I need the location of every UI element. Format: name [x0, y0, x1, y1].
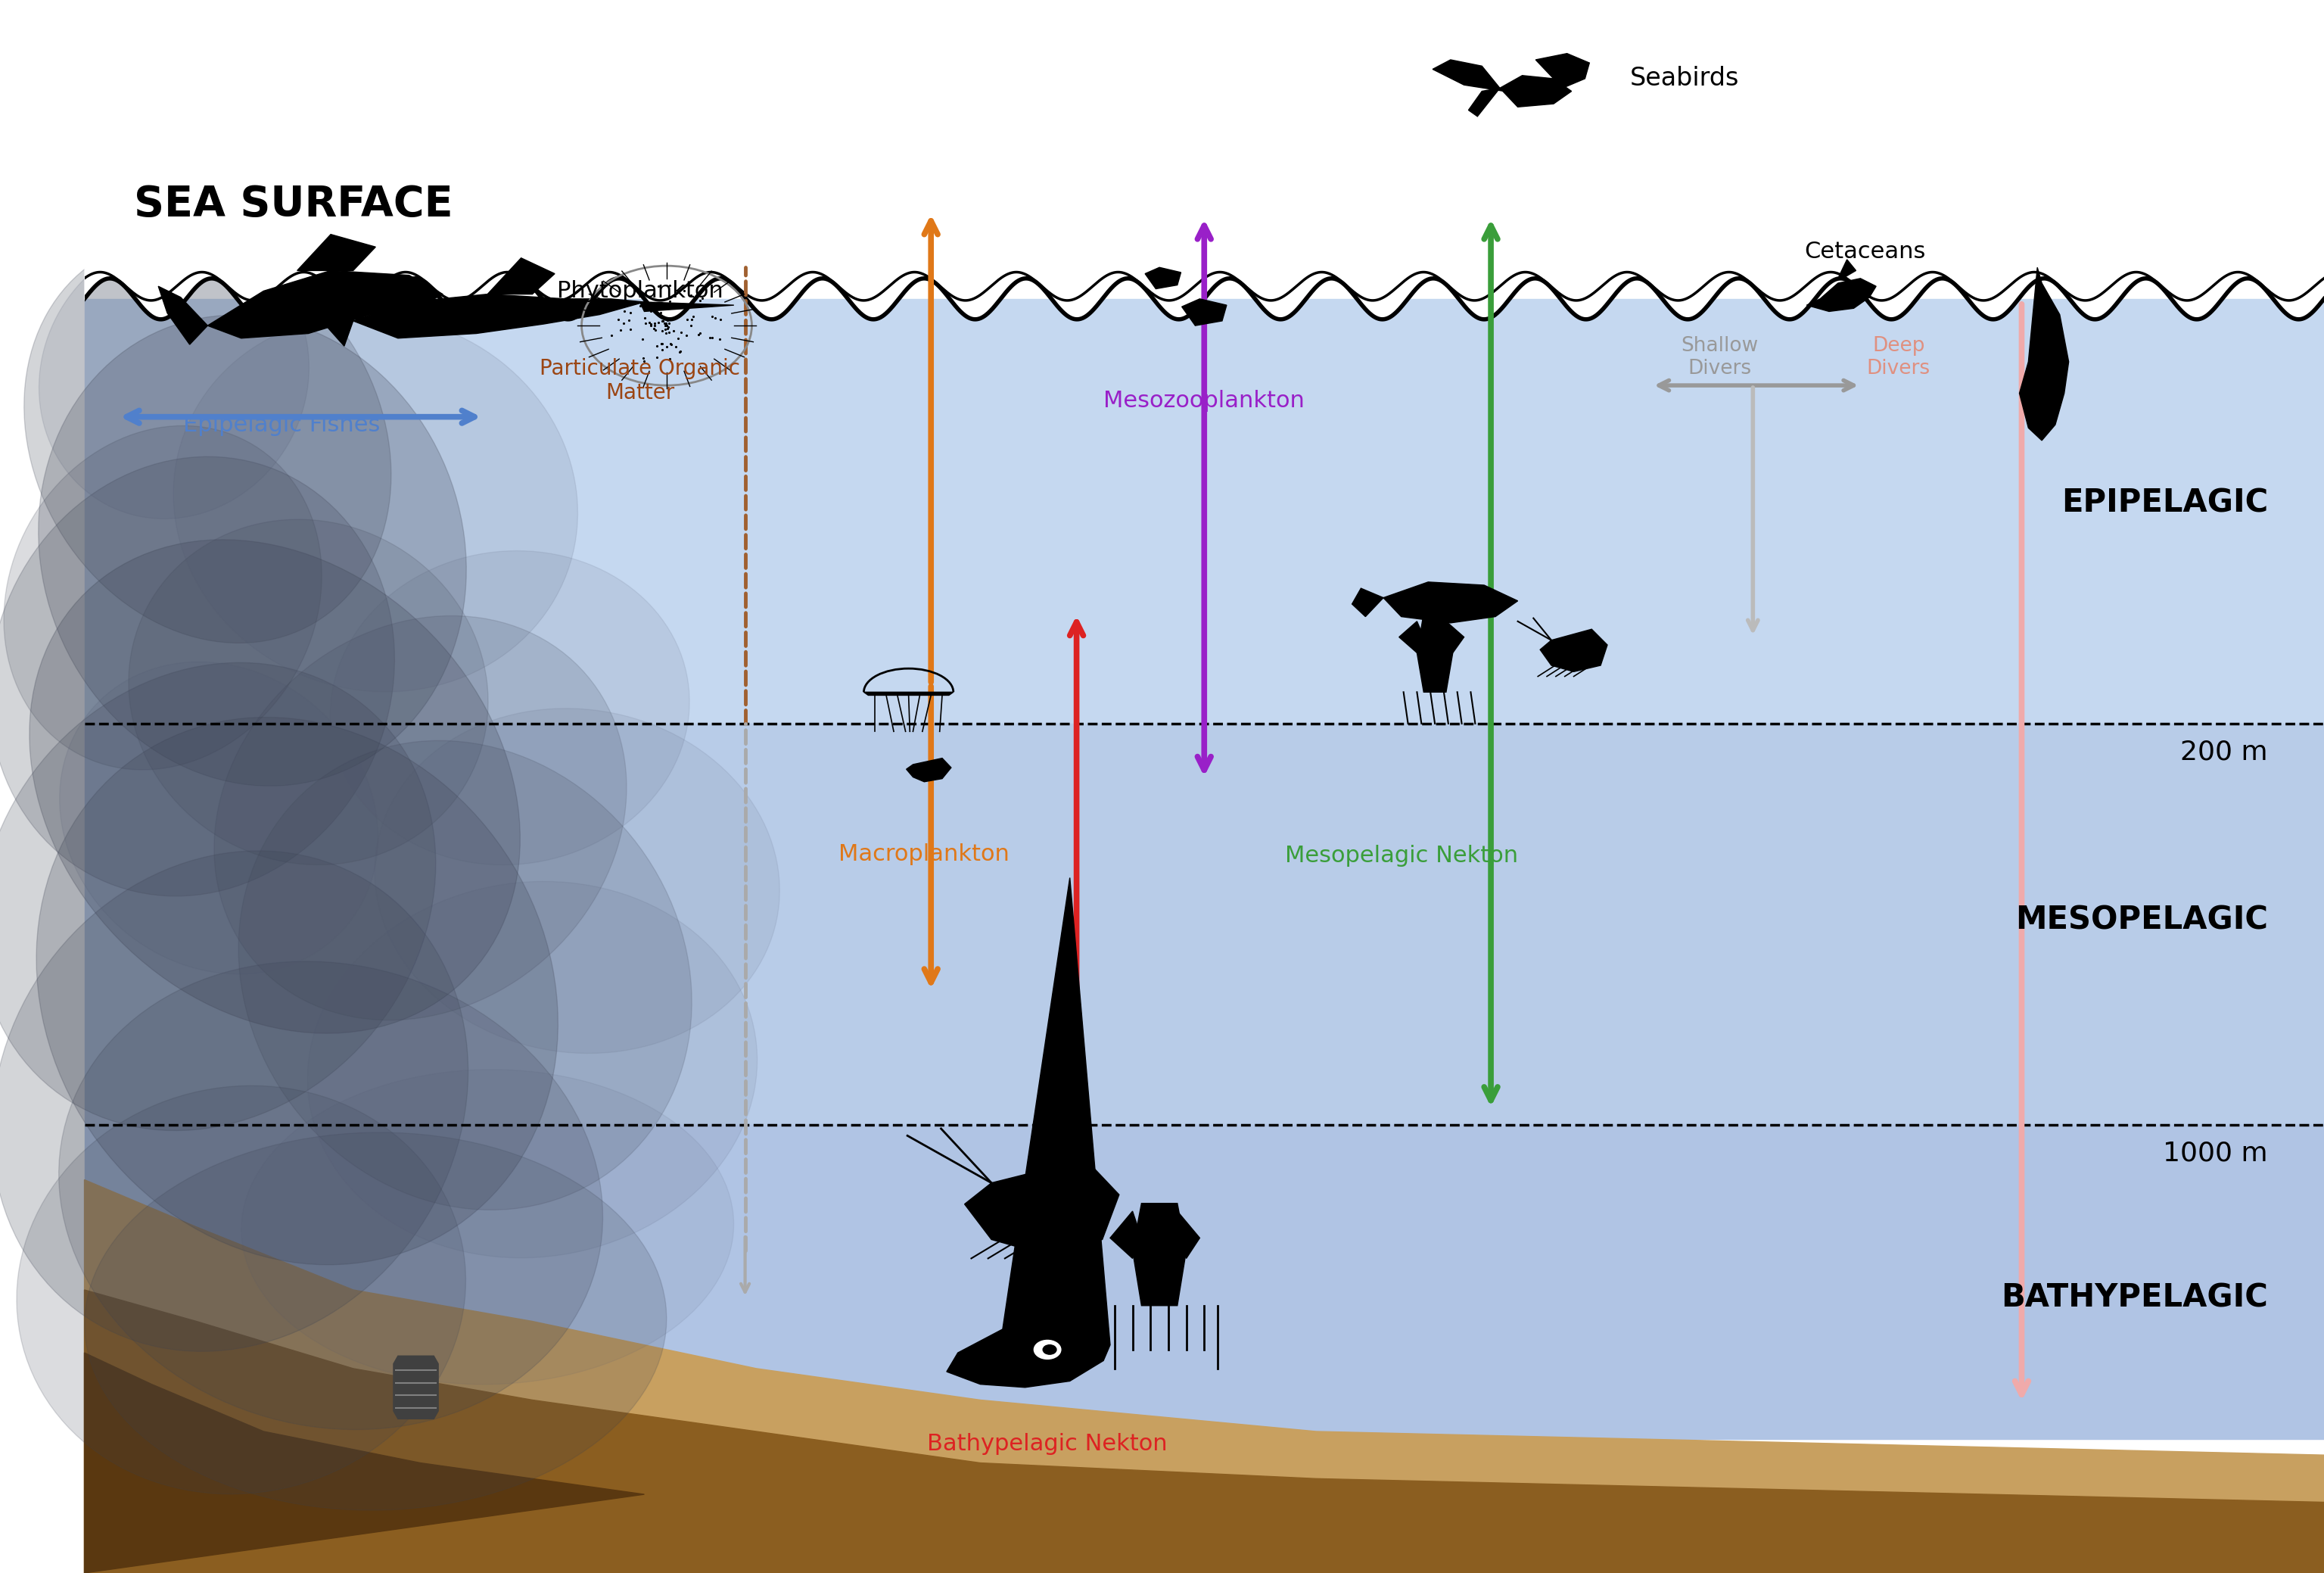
- Polygon shape: [1536, 53, 1590, 88]
- Ellipse shape: [307, 881, 758, 1258]
- Polygon shape: [2020, 267, 2068, 440]
- Text: Seabirds: Seabirds: [1629, 66, 1738, 91]
- Ellipse shape: [374, 708, 779, 1054]
- Polygon shape: [158, 286, 207, 344]
- Polygon shape: [1499, 76, 1571, 107]
- Text: Bathypelagic Nekton: Bathypelagic Nekton: [927, 1433, 1167, 1455]
- Ellipse shape: [0, 851, 467, 1351]
- Text: 200 m: 200 m: [2180, 739, 2268, 764]
- Polygon shape: [1446, 621, 1464, 653]
- Ellipse shape: [0, 662, 435, 1131]
- Polygon shape: [84, 1290, 2324, 1573]
- Ellipse shape: [0, 456, 395, 897]
- Bar: [84, 0, 2324, 299]
- Ellipse shape: [128, 519, 488, 865]
- Ellipse shape: [84, 1133, 667, 1510]
- Ellipse shape: [37, 717, 558, 1265]
- Text: Shallow
Divers: Shallow Divers: [1680, 337, 1757, 378]
- Polygon shape: [353, 294, 644, 338]
- Polygon shape: [946, 878, 1111, 1387]
- Text: EPIPELAGIC: EPIPELAGIC: [2061, 488, 2268, 519]
- Text: Mesozooplankton: Mesozooplankton: [1104, 390, 1304, 412]
- Ellipse shape: [16, 1085, 465, 1494]
- Ellipse shape: [330, 551, 690, 865]
- Ellipse shape: [214, 615, 627, 1021]
- Ellipse shape: [23, 238, 390, 643]
- Text: BATHYPELAGIC: BATHYPELAGIC: [2001, 1282, 2268, 1313]
- Polygon shape: [1432, 60, 1504, 91]
- Text: MESOPELAGIC: MESOPELAGIC: [2015, 904, 2268, 936]
- Bar: [84, 724, 2324, 1125]
- Polygon shape: [207, 271, 444, 338]
- Polygon shape: [1469, 88, 1499, 116]
- Text: Phytoplankton: Phytoplankton: [558, 280, 723, 302]
- Text: Deep
Divers: Deep Divers: [1866, 337, 1931, 378]
- Polygon shape: [1399, 621, 1425, 653]
- Text: Cetaceans: Cetaceans: [1803, 241, 1927, 263]
- Text: Epipelagic Fishes: Epipelagic Fishes: [184, 414, 381, 436]
- Ellipse shape: [40, 315, 467, 786]
- Polygon shape: [1541, 629, 1608, 672]
- Text: Particulate Organic
Matter: Particulate Organic Matter: [539, 357, 739, 404]
- Polygon shape: [1057, 1309, 1078, 1326]
- Text: 1000 m: 1000 m: [2164, 1140, 2268, 1166]
- Polygon shape: [1183, 299, 1227, 326]
- Polygon shape: [1146, 267, 1181, 289]
- Polygon shape: [964, 1159, 1120, 1254]
- Text: SEA SURFACE: SEA SURFACE: [135, 184, 453, 225]
- Polygon shape: [906, 758, 951, 782]
- Polygon shape: [639, 302, 734, 311]
- Ellipse shape: [40, 236, 309, 519]
- Polygon shape: [1383, 582, 1518, 623]
- Ellipse shape: [60, 662, 379, 974]
- Bar: [84, 1125, 2324, 1439]
- Circle shape: [1034, 1340, 1060, 1359]
- Ellipse shape: [242, 1070, 734, 1384]
- Circle shape: [1043, 1345, 1057, 1354]
- Polygon shape: [393, 1356, 439, 1419]
- Polygon shape: [1178, 1211, 1199, 1258]
- Ellipse shape: [174, 315, 579, 692]
- Polygon shape: [84, 1353, 644, 1573]
- Ellipse shape: [58, 961, 602, 1430]
- Polygon shape: [865, 692, 953, 695]
- Polygon shape: [1132, 1203, 1185, 1306]
- Ellipse shape: [5, 426, 321, 769]
- Polygon shape: [1111, 1211, 1141, 1258]
- Polygon shape: [1806, 278, 1875, 311]
- Polygon shape: [1353, 588, 1383, 617]
- Text: Macroplankton: Macroplankton: [839, 843, 1009, 865]
- Bar: [84, 299, 2324, 724]
- Polygon shape: [488, 258, 555, 294]
- Polygon shape: [297, 234, 376, 271]
- Polygon shape: [1418, 613, 1452, 692]
- Ellipse shape: [30, 540, 521, 1033]
- Polygon shape: [1838, 260, 1857, 278]
- Text: Mesopelagic Nekton: Mesopelagic Nekton: [1285, 845, 1518, 867]
- Polygon shape: [84, 1180, 2324, 1573]
- Ellipse shape: [239, 741, 693, 1210]
- Polygon shape: [309, 294, 353, 346]
